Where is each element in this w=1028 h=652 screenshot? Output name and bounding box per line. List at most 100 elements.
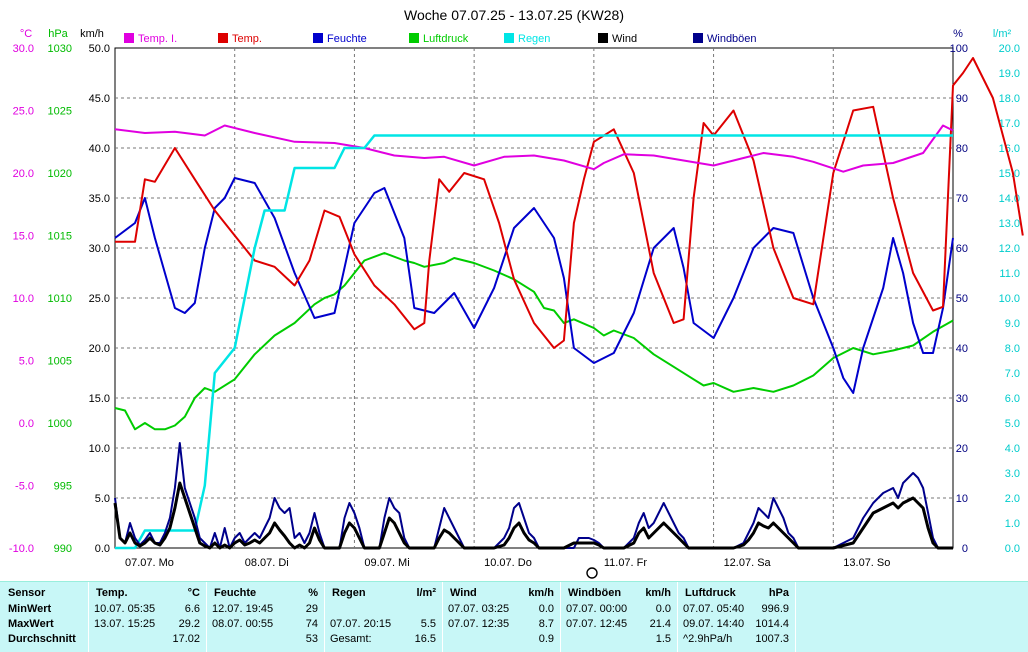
y-tick-label: 1015 [48,231,72,243]
stats-timestamp: 07.07. 12:35 [448,618,510,630]
stats-column: Sensor MinWert MaxWert Durchschnitt [0,582,89,652]
y-tick-label: 1020 [48,168,72,180]
plot-area [114,47,954,549]
stats-header: Wind km/h [442,586,560,601]
legend-label: Windböen [707,33,757,45]
series-line [114,442,953,549]
stats-value: 0.0 [655,603,671,615]
stats-value: 17.02 [172,633,200,645]
stats-header-label: Windböen [568,587,622,599]
stats-row: 07.07. 12:45 21.4 [560,617,677,632]
stats-value: 74 [305,618,318,630]
stats-unit: km/h [528,587,554,599]
y-tick-label: 990 [54,543,72,555]
stats-row-label: Durchschnitt [8,633,76,645]
legend-swatch [313,33,323,43]
stats-timestamp: 08.07. 00:55 [212,618,274,630]
y-tick-label: 5.0 [95,493,110,505]
y-tick-label: 70 [956,193,968,205]
stats-timestamp: 07.07. 20:15 [330,618,392,630]
stats-row: Gesamt: 16.5 [324,632,442,647]
stats-timestamp: 09.07. 14:40 [683,618,745,630]
y-tick-label: 90 [956,93,968,105]
y-tick-label: 7.0 [1005,368,1020,380]
legend-label: Luftdruck [423,33,469,45]
legend-swatch [693,33,703,43]
series-line [113,481,953,550]
y-tick-label: 18.0 [999,93,1020,105]
y-tick-label: 0.0 [95,543,110,555]
stats-value: 21.4 [649,618,671,630]
stats-column: Feuchte% 12.07. 19:45 29 08.07. 00:55 74 53 [206,582,325,652]
stats-timestamp: Gesamt: [330,633,372,645]
series-line [115,134,953,550]
stats-value: 0.0 [538,603,554,615]
y-tick-label: 1010 [48,293,72,305]
stats-timestamp: ^2.9hPa/h [683,633,733,645]
y-tick-label: -5.0 [15,481,34,493]
y-tick-label: 10.0 [13,293,34,305]
legend-label: Feuchte [327,33,367,45]
stats-value: 0.9 [538,633,554,645]
axis-unit-label: km/h [80,28,104,40]
stats-value: 5.5 [420,618,436,630]
legend-label: Temp. I. [138,33,177,45]
x-tick-label: 10.07. Do [484,557,532,569]
weather-chart: Woche 07.07.25 - 13.07.25 (KW28) °C hPa km… [9,7,1024,579]
y-tick-label: 10.0 [89,443,110,455]
y-tick-label: 50.0 [89,43,110,55]
stats-row: 07.07. 12:35 8.7 [442,617,560,632]
y-tick-label: 6.0 [1005,393,1020,405]
x-tick-label: 08.07. Di [245,557,289,569]
stats-header: Regen l/m² [324,586,442,601]
stats-value: 8.7 [538,618,554,630]
y-tick-label: 15.0 [999,168,1020,180]
y-tick-label: 30.0 [89,243,110,255]
stats-row: 12.07. 19:45 29 [206,602,324,617]
stats-column: Windböen km/h 07.07. 00:00 0.0 07.07. 12:45 2… [560,582,678,652]
stats-header: Luftdruck hPa [677,586,795,601]
stats-row: 07.07. 20:15 5.5 [324,617,442,632]
stats-unit: % [308,587,318,599]
stats-row: MinWert [0,602,88,617]
stats-column: Temp. °C 10.07. 05:35 6.6 13.07. 15:25 29.2 17… [88,582,207,652]
stats-value: 29.2 [178,618,200,630]
stats-value: 29 [305,603,318,615]
legend-label: Temp. [232,33,262,45]
axis-unit-label: hPa [48,28,68,40]
stats-row: 09.07. 14:40 1014.4 [677,617,795,632]
stats-header: Sensor [0,586,88,601]
y-tick-label: 0.0 [19,418,34,430]
y-tick-label: 20.0 [999,43,1020,55]
stats-value: 996.9 [761,603,789,615]
stats-value: 1007.3 [755,633,789,645]
y-tick-label: 12.0 [999,243,1020,255]
y-tick-label: 15.0 [89,393,110,405]
stats-timestamp: 12.07. 19:45 [212,603,274,615]
y-tick-label: 5.0 [19,356,34,368]
legend-swatch [598,33,608,43]
series-line [114,177,954,394]
axis-unit-label: l/m² [993,28,1012,40]
y-tick-label: 5.0 [1005,418,1020,430]
stats-header-label: Feuchte [214,587,257,599]
axis-unit-labels: °C hPa km/h% l/m² [20,28,1012,40]
stats-header: Feuchte% [206,586,324,601]
stats-header: Windböen km/h [560,586,677,601]
y-tick-label: 4.0 [1005,443,1020,455]
legend-label: Wind [612,33,637,45]
legend-label: Regen [518,33,550,45]
stats-row: 07.07. 03:25 0.0 [442,602,560,617]
left-axis-ticks: 30.0 25.0 20.0 15.0 10.0 5.0 0.0 -5.0 -10.0 1030 1… [9,43,110,555]
x-tick-label: 11.07. Fr [604,557,648,569]
axis-unit-label: % [953,28,963,40]
stats-timestamp: 13.07. 15:25 [94,618,156,630]
y-tick-label: 100 [950,43,968,55]
y-tick-label: -10.0 [9,543,34,555]
y-tick-label: 3.0 [1005,468,1020,480]
stats-column: Luftdruck hPa 07.07. 05:40 996.9 09.07. 14:4… [677,582,796,652]
x-tick-label: 09.07. Mi [364,557,409,569]
y-tick-label: 1005 [48,356,72,368]
stats-unit: hPa [768,587,789,599]
